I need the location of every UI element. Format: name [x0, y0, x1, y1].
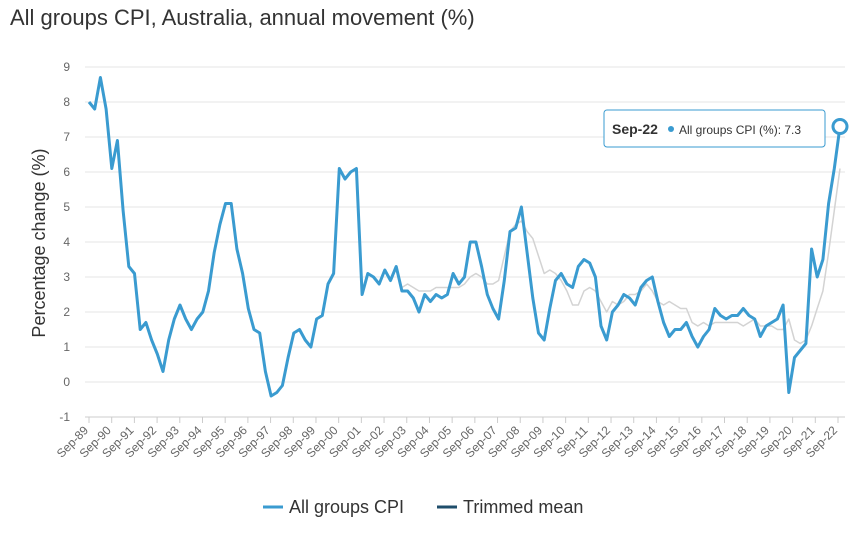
- tooltip-label: Sep-22: [612, 121, 658, 137]
- tooltip-box: [603, 109, 826, 148]
- y-tick-label: 5: [63, 200, 70, 214]
- y-tick-label: 9: [63, 60, 70, 74]
- y-tick-label: 1: [63, 340, 70, 354]
- tooltip: Sep-22 All groups CPI (%): 7.3: [603, 109, 826, 148]
- series-line-all-groups-cpi: [87, 76, 842, 398]
- y-tick-label: 4: [63, 235, 70, 249]
- y-axis-label: Percentage change (%): [29, 148, 49, 337]
- legend[interactable]: All groups CPI Trimmed mean: [263, 497, 583, 517]
- y-tick-label: -1: [59, 410, 70, 424]
- y-axis-ticks: -1 0 1 2 3 4 5 6 7 8 9: [59, 60, 70, 424]
- grid-lines: [85, 66, 845, 418]
- legend-item-trimmed-mean: Trimmed mean: [463, 497, 583, 517]
- chart-title: All groups CPI, Australia, annual moveme…: [10, 5, 475, 30]
- tooltip-value: All groups CPI (%): 7.3: [679, 123, 801, 137]
- x-axis-ticks: Sep-89Sep-90Sep-91Sep-92Sep-93Sep-94Sep-…: [54, 416, 845, 460]
- y-tick-label: 7: [63, 130, 70, 144]
- legend-item-all-groups-cpi: All groups CPI: [289, 497, 404, 517]
- highlight-point-marker: [831, 118, 849, 135]
- tooltip-series-dot: [668, 126, 674, 132]
- y-tick-label: 3: [63, 270, 70, 284]
- y-tick-label: 6: [63, 165, 70, 179]
- y-tick-label: 8: [63, 95, 70, 109]
- y-tick-label: 0: [63, 375, 70, 389]
- y-tick-label: 2: [63, 305, 70, 319]
- series-layer[interactable]: [87, 76, 849, 398]
